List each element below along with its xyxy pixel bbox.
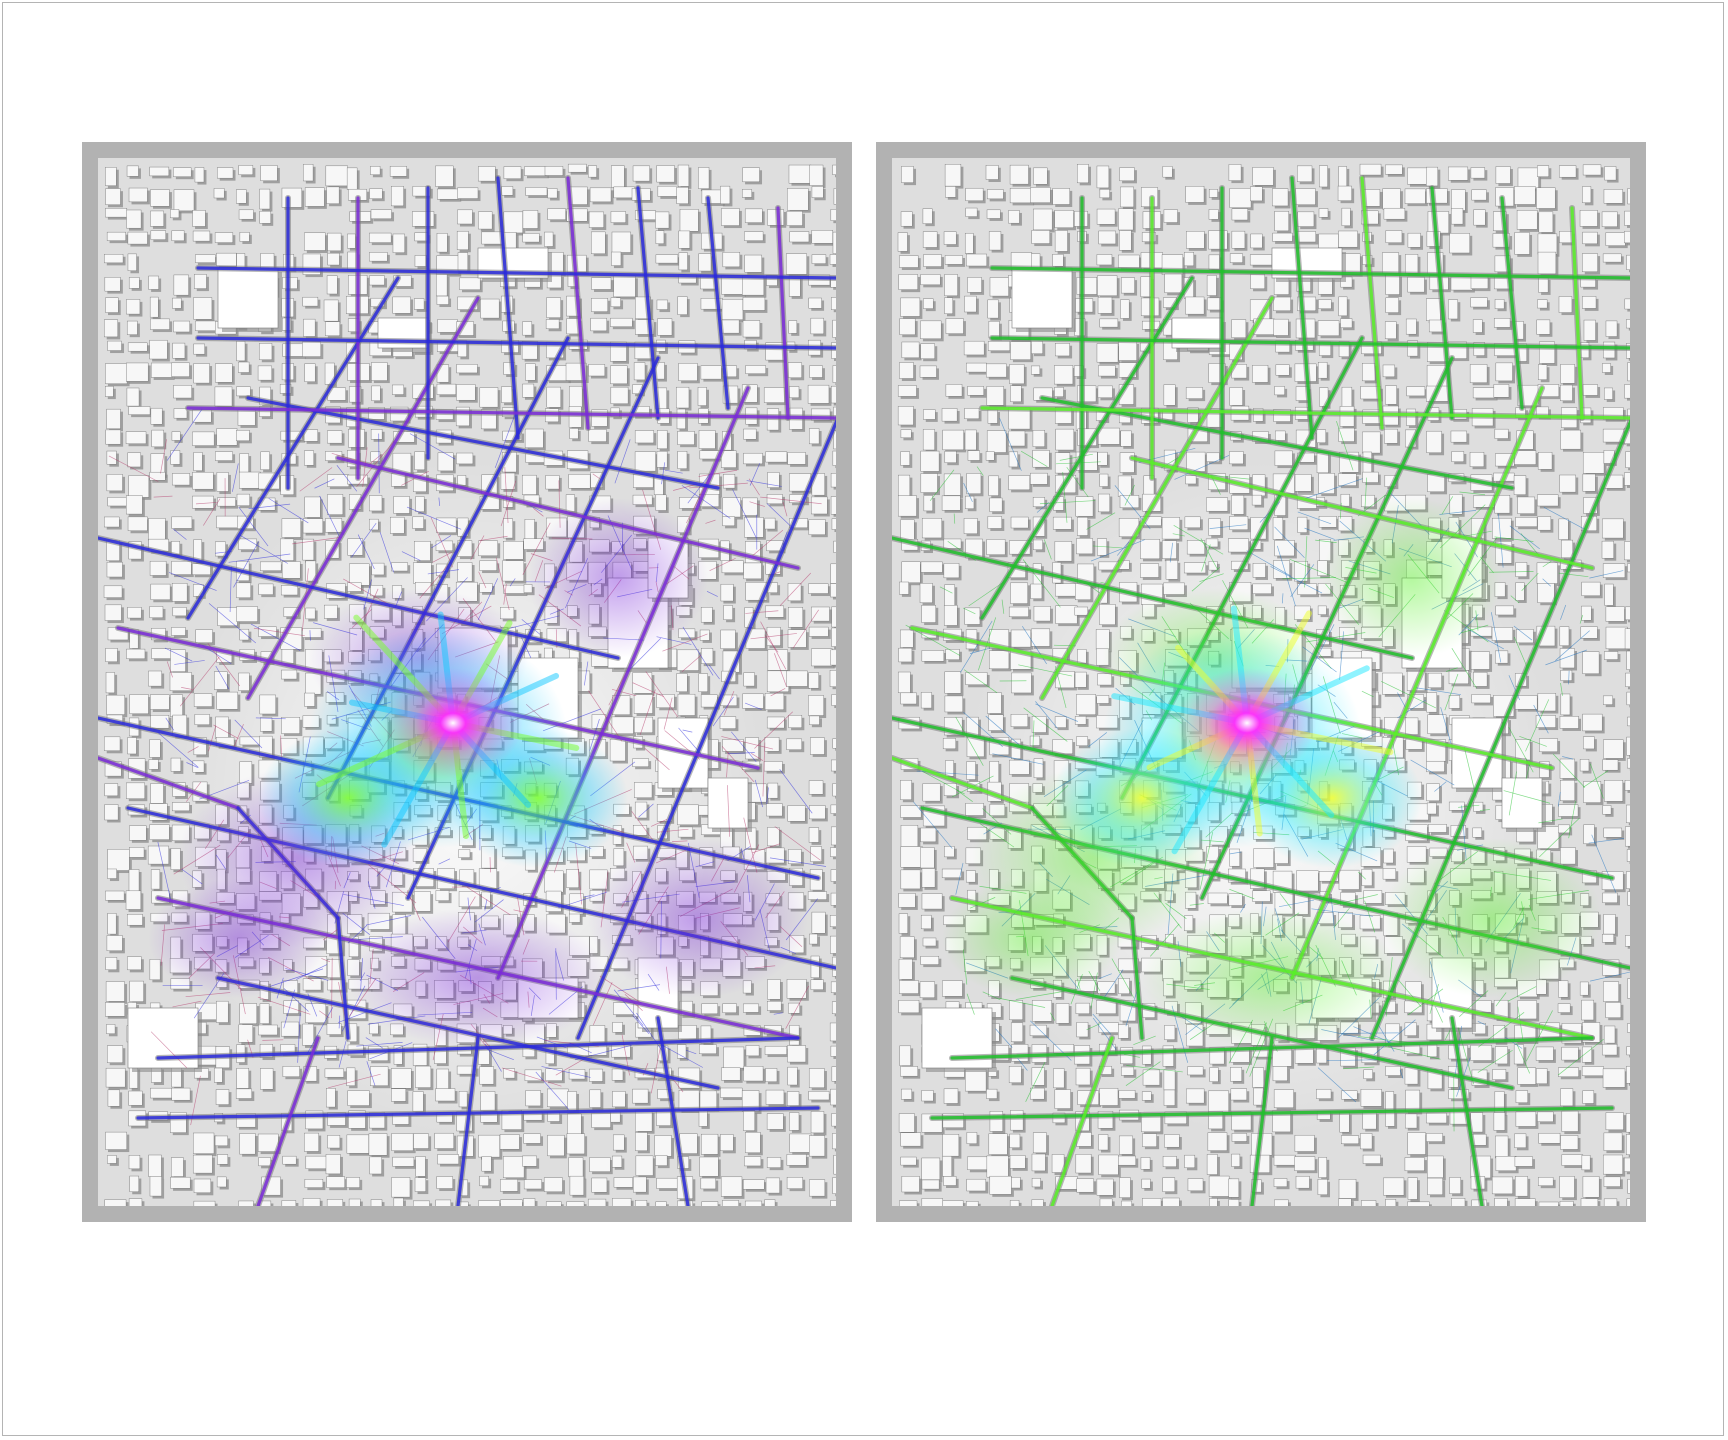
right-city-heatmap (892, 158, 1630, 1206)
hotspot-center (1177, 668, 1317, 778)
left-heatmap-panel (98, 158, 836, 1206)
left-map-frame (82, 142, 852, 1222)
right-map-frame (876, 142, 1646, 1222)
right-heatmap-panel (892, 158, 1630, 1206)
left-city-heatmap (98, 158, 836, 1206)
hotspot-center (383, 668, 523, 778)
